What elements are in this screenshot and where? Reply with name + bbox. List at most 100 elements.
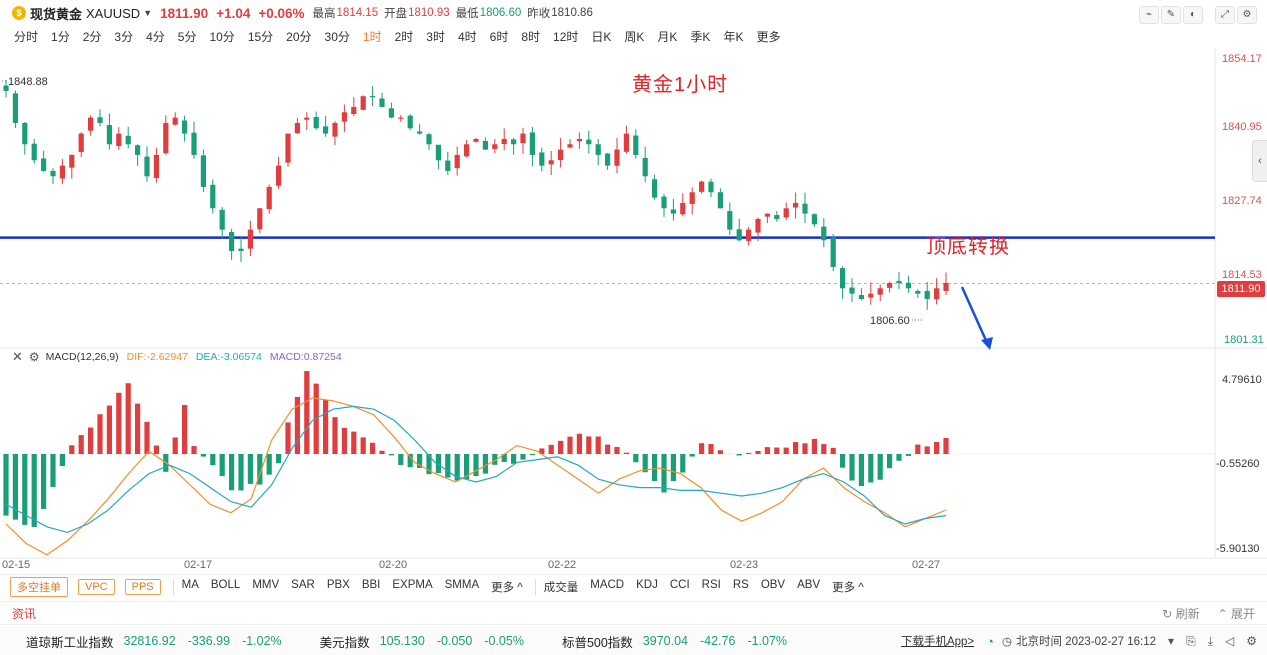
period-tab[interactable]: 月K — [657, 29, 678, 44]
ticker-name[interactable]: 道琼斯工业指数 — [26, 635, 114, 650]
volume-icon[interactable]: ◁ — [1225, 634, 1235, 648]
macd-dif-line — [5, 397, 947, 556]
expand-button[interactable]: ⌃ 展开 — [1218, 605, 1255, 622]
sub-indicator[interactable]: ABV — [797, 578, 821, 591]
download-icon[interactable]: ⤓ — [1207, 633, 1213, 648]
period-tab[interactable]: 2分 — [82, 29, 102, 44]
close-icon[interactable]: ✕ — [12, 349, 23, 364]
ticker-change: -42.76 — [699, 634, 736, 648]
candle-body — [219, 209, 225, 230]
trend-arrow-head — [981, 337, 993, 350]
sub-indicator[interactable]: CCI — [669, 578, 690, 591]
main-indicator[interactable]: EXPMA — [392, 578, 433, 591]
main-indicator[interactable]: SAR — [291, 578, 315, 591]
fullscreen-icon[interactable]: ⤢ — [1215, 6, 1235, 24]
macd-bar — [877, 454, 883, 480]
macd-bar — [97, 414, 103, 454]
period-tab[interactable]: 季K — [690, 29, 711, 44]
news-tab[interactable]: 资讯 — [12, 606, 37, 621]
main-indicator[interactable]: MMV — [252, 578, 280, 591]
macd-legend: ✕ ⚙ MACD(12,26,9) DIF:-2.62947 DEA:-3.06… — [12, 349, 342, 364]
macd-bar — [576, 433, 582, 454]
indicator-toolbar: 多空挂单 VPC PPS MA BOLL MMV SAR PBX BBI EXPMA SMMA… — [0, 574, 1267, 598]
download-app-link[interactable]: 下载手机App> — [900, 636, 975, 648]
order-button[interactable]: 多空挂单 — [10, 576, 68, 597]
pps-button[interactable]: PPS — [124, 578, 161, 595]
price-chart[interactable] — [0, 48, 1267, 574]
sub-indicator[interactable]: MACD — [590, 578, 625, 591]
sub-indicator[interactable]: RS — [732, 578, 749, 591]
gear-icon[interactable]: ⚙ — [28, 350, 40, 364]
ticker-name[interactable]: 美元指数 — [319, 635, 370, 650]
period-tab[interactable]: 3分 — [114, 29, 134, 44]
news-bar: 资讯 ↻ 刷新 ⌃ 展开 — [0, 601, 1267, 625]
period-tab[interactable]: 4时 — [457, 29, 477, 44]
period-tab[interactable]: 4分 — [146, 29, 165, 44]
main-indicator[interactable]: MA — [181, 578, 199, 591]
period-tab[interactable]: 30分 — [324, 29, 350, 44]
main-indicator[interactable]: PBX — [326, 578, 350, 591]
macd-bar — [558, 440, 564, 454]
sub-indicator[interactable]: 更多 ^ — [832, 581, 864, 594]
ticker-pct: -0.05% — [484, 634, 524, 648]
sub-indicator[interactable]: RSI — [701, 578, 721, 591]
period-tab[interactable]: 年K — [723, 29, 744, 44]
candle-body — [323, 126, 329, 134]
gold-coin-icon: $ — [12, 6, 26, 20]
chevron-down-icon[interactable]: ▼ — [143, 8, 153, 18]
symbol-code[interactable]: XAUUSD — [86, 5, 141, 21]
candle-body — [125, 135, 131, 145]
candle-body — [652, 179, 658, 198]
ticker-change: -0.050 — [436, 634, 473, 648]
period-tab[interactable]: 1分 — [51, 29, 70, 44]
pen-icon[interactable]: ✎ — [1161, 6, 1181, 24]
macd-bar — [586, 436, 592, 454]
open-label: 开盘 — [384, 8, 408, 20]
period-tab[interactable]: 周K — [624, 29, 645, 44]
high-value: 1814.15 — [336, 7, 379, 19]
settings-icon[interactable]: ⚙ — [1237, 6, 1257, 24]
candle-body — [172, 117, 178, 125]
price-axis-label: 1827.74 — [1222, 195, 1262, 207]
period-tab[interactable]: 6时 — [489, 29, 509, 44]
period-tab[interactable]: 12时 — [553, 29, 579, 44]
sub-indicator[interactable]: KDJ — [636, 578, 658, 591]
period-tab[interactable]: 更多 — [756, 29, 781, 44]
chevron-left-icon[interactable]: ‹ — [1252, 140, 1267, 182]
macd-bar — [426, 454, 432, 475]
refresh-button[interactable]: ↻ 刷新 — [1162, 605, 1199, 622]
high-marker-label: 1848.88 — [8, 76, 48, 88]
period-tab[interactable]: 10分 — [209, 29, 235, 44]
chart-annotation-title: 黄金1小时 — [632, 74, 729, 96]
macd-bar — [69, 445, 75, 454]
ticker-name[interactable]: 标普500指数 — [561, 635, 633, 650]
settings-icon[interactable]: ⚙ — [1246, 634, 1257, 648]
sub-indicator[interactable]: OBV — [760, 578, 786, 591]
period-tab[interactable]: 1时 — [362, 29, 382, 44]
period-tab[interactable]: 15分 — [247, 29, 274, 44]
period-tab[interactable]: 2时 — [394, 29, 414, 44]
attachment-icon[interactable]: ⎘ — [1186, 633, 1196, 648]
candle-body — [22, 122, 28, 145]
main-indicator[interactable]: BOLL — [210, 578, 241, 591]
period-tab[interactable]: 20分 — [286, 29, 312, 44]
main-indicator[interactable]: SMMA — [444, 578, 480, 591]
magnet-icon[interactable]: ◐ — [1183, 6, 1203, 24]
date-label: 02-23 — [730, 559, 759, 571]
period-tab[interactable]: 分时 — [14, 29, 39, 44]
chevron-down-icon[interactable]: ▾ — [1168, 634, 1175, 648]
main-indicator[interactable]: 更多 ^ — [491, 581, 523, 594]
date-label: 02-17 — [184, 559, 213, 571]
vpc-button[interactable]: VPC — [78, 578, 115, 595]
main-indicator[interactable]: BBI — [361, 578, 381, 591]
period-tab[interactable]: 日K — [591, 29, 612, 44]
symbol-name[interactable]: 现货黄金 — [30, 6, 83, 22]
line-tool-icon[interactable]: ⌁ — [1139, 6, 1159, 24]
period-tab[interactable]: 3时 — [426, 29, 445, 44]
candle-body — [605, 153, 611, 166]
candle-body — [78, 133, 84, 152]
period-tab[interactable]: 8时 — [521, 29, 541, 44]
candle-body — [482, 140, 488, 150]
period-tab[interactable]: 5分 — [177, 29, 197, 44]
sub-indicator[interactable]: 成交量 — [543, 581, 579, 594]
